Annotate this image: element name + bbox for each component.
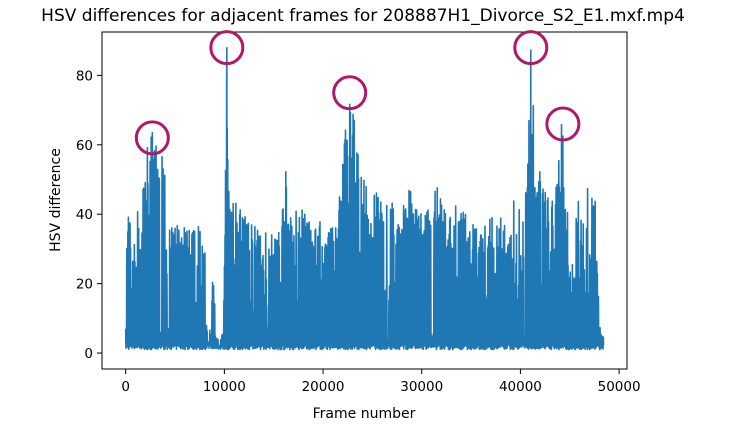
plot-area bbox=[124, 46, 605, 351]
x-tick-label: 40000 bbox=[499, 379, 542, 395]
y-axis: 0 20 40 60 80 bbox=[76, 68, 102, 362]
x-axis: 0 10000 20000 30000 40000 50000 bbox=[121, 369, 641, 395]
x-tick-label: 10000 bbox=[203, 379, 246, 395]
peak-highlight-circle bbox=[134, 120, 170, 156]
y-tick-label: 40 bbox=[76, 207, 93, 223]
y-axis-label: HSV difference bbox=[48, 148, 64, 252]
x-tick-label: 50000 bbox=[598, 379, 641, 395]
y-tick-label: 80 bbox=[76, 68, 93, 84]
peak-highlight-circle bbox=[209, 30, 245, 66]
peak-highlight-circle bbox=[332, 75, 368, 111]
peak-highlights bbox=[134, 30, 581, 156]
y-tick-label: 60 bbox=[76, 138, 93, 154]
peak-highlight-circle bbox=[545, 106, 581, 142]
x-tick-label: 30000 bbox=[400, 379, 443, 395]
y-tick-label: 20 bbox=[76, 277, 93, 293]
peak-highlight-circle bbox=[513, 30, 549, 66]
plot-frame bbox=[101, 31, 628, 370]
x-tick-label: 20000 bbox=[302, 379, 345, 395]
x-axis-label: Frame number bbox=[313, 406, 416, 422]
chart-title: HSV differences for adjacent frames for … bbox=[41, 6, 685, 26]
hsv-difference-line bbox=[124, 46, 605, 351]
x-tick-label: 0 bbox=[121, 379, 130, 395]
y-tick-label: 0 bbox=[84, 346, 93, 362]
